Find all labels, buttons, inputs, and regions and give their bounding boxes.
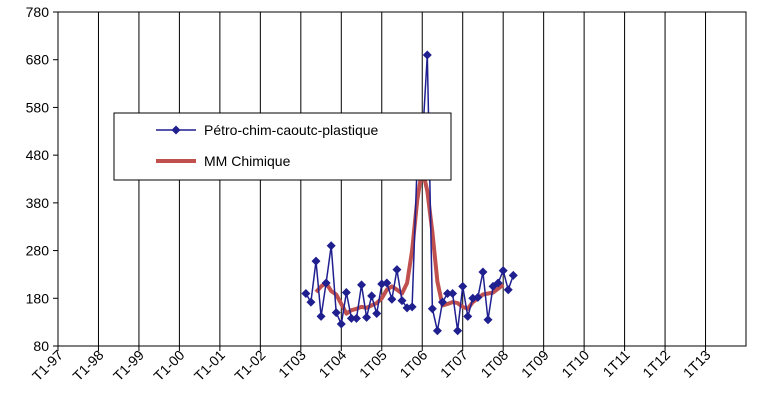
- data-point-marker: [372, 309, 382, 319]
- data-point-marker: [357, 280, 367, 290]
- x-tick-label: T1-98: [69, 347, 106, 384]
- data-point-marker: [367, 291, 377, 301]
- data-point-marker: [427, 304, 437, 314]
- data-point-marker: [306, 297, 316, 307]
- x-tick-label: 1T08: [477, 347, 511, 381]
- y-tick-label: 80: [33, 338, 49, 354]
- data-point-marker: [437, 297, 447, 307]
- y-tick-label: 780: [26, 4, 50, 20]
- y-tick-label: 380: [26, 195, 50, 211]
- x-tick-label: 1T09: [518, 347, 552, 381]
- x-tick-label: T1-02: [231, 347, 268, 384]
- data-point-marker: [463, 311, 473, 321]
- plot-area-frame: [57, 11, 747, 347]
- legend: Pétro-chim-caoutc-plastique MM Chimique: [113, 112, 452, 181]
- data-point-marker: [422, 50, 432, 60]
- data-point-marker: [432, 326, 442, 336]
- y-tick-label: 180: [26, 290, 50, 306]
- data-point-marker: [498, 266, 508, 276]
- data-point-marker: [351, 313, 361, 323]
- x-tick-label: 1T07: [437, 347, 471, 381]
- legend-label-mm-chimique: MM Chimique: [204, 153, 291, 169]
- y-tick-label: 280: [26, 243, 50, 259]
- data-point-marker: [407, 302, 417, 312]
- x-tick-label: 1T11: [600, 347, 633, 380]
- x-tick-label: 1T10: [558, 347, 592, 381]
- data-point-marker: [443, 289, 453, 299]
- data-point-marker: [311, 256, 321, 266]
- series-line-petro: [305, 54, 515, 332]
- data-point-marker: [301, 289, 311, 299]
- y-tick-label: 680: [26, 52, 50, 68]
- data-point-marker: [326, 241, 336, 251]
- legend-box: [113, 112, 452, 181]
- data-point-marker: [478, 267, 488, 277]
- data-point-marker: [316, 311, 326, 321]
- data-point-marker: [483, 315, 493, 325]
- data-point-marker: [453, 326, 463, 336]
- data-point-marker: [448, 289, 458, 299]
- data-point-marker: [382, 278, 392, 288]
- data-point-marker: [341, 288, 351, 298]
- data-point-marker: [392, 265, 402, 275]
- x-tick-label: 1T13: [680, 347, 714, 381]
- x-tick-label: T1-00: [150, 347, 187, 384]
- x-tick-label: 1T03: [275, 347, 309, 381]
- y-tick-label: 480: [26, 147, 50, 163]
- x-tick-label: 1T05: [356, 347, 390, 381]
- legend-label-petro: Pétro-chim-caoutc-plastique: [204, 122, 379, 138]
- data-point-marker: [397, 296, 407, 306]
- data-point-marker: [493, 278, 503, 288]
- data-point-marker: [346, 313, 356, 323]
- data-point-marker: [508, 270, 518, 280]
- x-tick-label: 1T04: [316, 347, 350, 381]
- x-axis-ticks: T1-97 T1-98 T1-99 T1-00 T1-01 T1-02 1T03 1T04 1T…: [29, 346, 714, 384]
- legend-diamond-marker: [171, 125, 181, 135]
- x-tick-label: T1-01: [191, 347, 228, 384]
- x-tick-label: 1T12: [639, 347, 673, 381]
- x-tick-label: T1-99: [110, 347, 147, 384]
- x-tick-label: 1T06: [396, 347, 430, 381]
- series-group: [301, 50, 518, 336]
- data-point-marker: [336, 319, 346, 329]
- data-point-marker: [331, 308, 341, 318]
- data-point-marker: [503, 285, 513, 295]
- y-axis-ticks: 80 180 280 380 480 580 680 780: [26, 4, 58, 354]
- data-point-marker: [321, 278, 331, 288]
- data-point-marker: [458, 281, 468, 291]
- data-point-marker: [473, 292, 483, 302]
- y-tick-label: 580: [26, 99, 50, 115]
- data-point-marker: [362, 312, 372, 322]
- data-point-marker: [387, 294, 397, 304]
